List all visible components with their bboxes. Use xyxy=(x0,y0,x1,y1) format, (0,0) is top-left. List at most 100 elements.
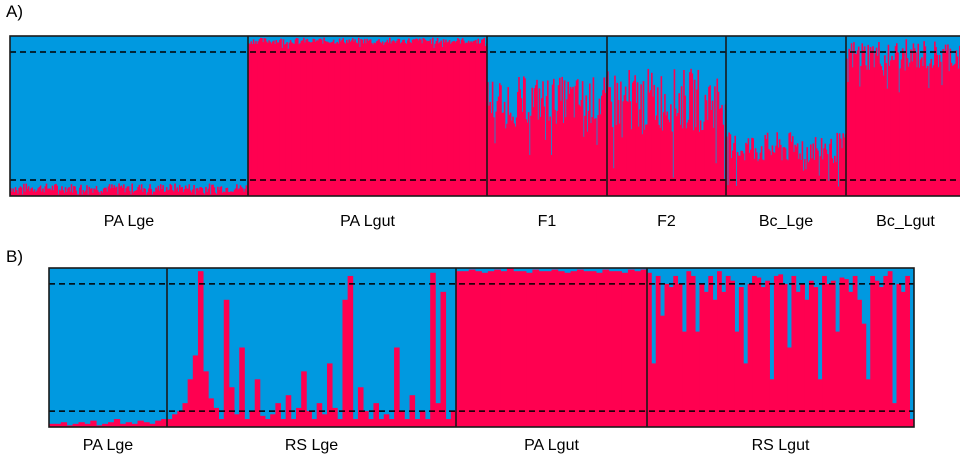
membership-bar xyxy=(733,142,735,196)
membership-bar xyxy=(859,86,861,196)
membership-bar xyxy=(345,39,348,196)
membership-bar xyxy=(822,159,824,196)
membership-bar xyxy=(888,65,891,196)
membership-bar xyxy=(71,192,74,196)
membership-bar xyxy=(626,101,628,196)
membership-bar xyxy=(672,177,675,196)
membership-bar xyxy=(226,187,229,196)
membership-bar xyxy=(372,44,374,196)
membership-bar xyxy=(621,272,629,427)
membership-bar xyxy=(44,186,47,196)
membership-bar xyxy=(568,93,571,196)
membership-bar xyxy=(684,95,686,196)
membership-bar xyxy=(679,124,682,196)
membership-bar xyxy=(482,39,484,197)
membership-bar xyxy=(131,423,138,427)
membership-bar xyxy=(850,43,853,197)
membership-bar xyxy=(572,86,574,196)
membership-bar xyxy=(665,115,667,196)
membership-bar xyxy=(317,40,319,196)
membership-bar xyxy=(433,48,435,197)
membership-bar xyxy=(553,78,555,196)
membership-bar xyxy=(576,269,584,427)
membership-bar xyxy=(387,42,390,196)
membership-bar xyxy=(89,188,92,196)
membership-bar xyxy=(865,379,871,427)
membership-bar xyxy=(31,187,34,196)
membership-bar xyxy=(409,42,411,196)
membership-bar xyxy=(368,419,374,427)
membership-bar xyxy=(770,155,772,196)
membership-bar xyxy=(801,141,804,196)
membership-bar xyxy=(800,283,805,427)
membership-bar xyxy=(215,194,218,196)
membership-bar xyxy=(808,280,814,427)
membership-bar xyxy=(212,184,214,196)
membership-bar xyxy=(647,272,652,427)
membership-bar xyxy=(710,109,713,196)
membership-bar xyxy=(841,148,843,196)
membership-bar xyxy=(895,43,898,196)
membership-bar xyxy=(913,48,916,196)
membership-bar xyxy=(696,89,698,196)
membership-bar xyxy=(192,189,194,196)
membership-bar xyxy=(292,43,294,197)
membership-bar xyxy=(217,186,219,196)
membership-bar xyxy=(520,98,523,196)
membership-bar xyxy=(743,363,749,427)
membership-bar xyxy=(56,185,58,196)
membership-bar xyxy=(190,192,193,196)
membership-bar xyxy=(136,189,138,196)
membership-bar xyxy=(666,111,669,196)
membership-bar xyxy=(158,190,161,196)
membership-bar xyxy=(405,43,408,196)
membership-bar xyxy=(589,271,597,427)
membership-bar xyxy=(311,41,313,196)
membership-bar xyxy=(322,43,324,196)
membership-bar xyxy=(621,137,623,196)
membership-bar xyxy=(892,60,894,196)
membership-bar xyxy=(583,136,585,196)
membership-bar xyxy=(342,38,344,196)
membership-bar xyxy=(861,323,867,427)
membership-bar xyxy=(561,76,563,196)
membership-bar xyxy=(526,272,533,427)
membership-bar xyxy=(623,95,626,196)
group-label: F2 xyxy=(657,213,676,230)
membership-bar xyxy=(481,272,489,427)
membership-bar xyxy=(682,331,687,427)
membership-bar xyxy=(782,283,788,427)
membership-bar xyxy=(835,162,837,196)
membership-bar xyxy=(144,188,147,196)
membership-bar xyxy=(331,41,334,196)
membership-bar xyxy=(794,144,796,196)
membership-bar xyxy=(580,99,583,196)
membership-bar xyxy=(423,38,426,197)
membership-bar xyxy=(903,52,905,197)
membership-bar xyxy=(264,38,267,196)
membership-bar xyxy=(463,40,465,196)
membership-bar xyxy=(685,128,688,196)
membership-bar xyxy=(187,188,189,196)
membership-bar xyxy=(441,47,444,196)
membership-bar xyxy=(90,420,97,427)
membership-bar xyxy=(126,186,129,196)
membership-bar xyxy=(34,192,37,196)
membership-bar xyxy=(184,185,187,196)
membership-bar xyxy=(396,40,398,196)
membership-bar xyxy=(814,137,817,196)
membership-bar xyxy=(25,183,28,196)
membership-bar xyxy=(554,109,556,196)
membership-bar xyxy=(274,43,276,197)
membership-bar xyxy=(27,186,30,196)
membership-bar xyxy=(334,43,336,196)
membership-bar xyxy=(348,39,350,196)
membership-bar xyxy=(406,40,409,196)
membership-bar xyxy=(161,419,168,427)
membership-bar xyxy=(46,188,49,196)
membership-bar xyxy=(263,38,266,197)
membership-bar xyxy=(124,192,126,196)
membership-bar xyxy=(253,43,256,197)
membership-bar xyxy=(277,42,280,197)
membership-bar xyxy=(691,73,694,196)
